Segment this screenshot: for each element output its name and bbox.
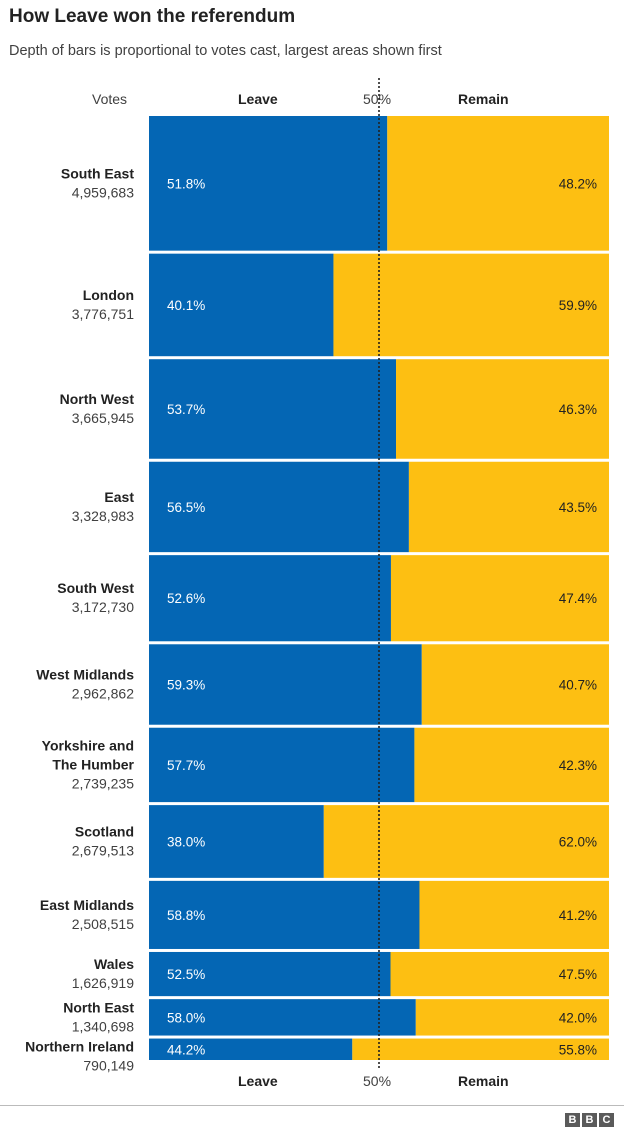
leave-value-label: 56.5%: [167, 500, 205, 515]
remain-bar: [396, 359, 609, 459]
leave-bar: [149, 999, 416, 1036]
leave-header-top: Leave: [238, 91, 278, 107]
region-label: The Humber: [52, 756, 134, 772]
votes-label: 1,626,919: [72, 975, 134, 991]
remain-value-label: 46.3%: [559, 402, 597, 417]
leave-value-label: 51.8%: [167, 176, 205, 191]
region-label: Yorkshire and: [42, 737, 134, 753]
leave-header-bottom: Leave: [238, 1073, 278, 1089]
leave-bar: [149, 880, 420, 949]
remain-value-label: 59.9%: [559, 298, 597, 313]
leave-bar: [149, 951, 391, 997]
region-label: East: [104, 489, 134, 505]
leave-value-label: 52.6%: [167, 591, 205, 606]
leave-value-label: 40.1%: [167, 298, 205, 313]
leave-value-label: 52.5%: [167, 967, 205, 982]
remain-bar: [323, 805, 609, 878]
fifty-percent-header-top: 50%: [363, 91, 392, 107]
remain-bar: [415, 999, 609, 1036]
leave-value-label: 53.7%: [167, 402, 205, 417]
leave-value-label: 44.2%: [167, 1042, 205, 1057]
remain-value-label: 48.2%: [559, 176, 597, 191]
remain-bar: [419, 880, 609, 949]
region-label: East Midlands: [40, 897, 134, 913]
region-label: North West: [60, 391, 135, 407]
leave-value-label: 59.3%: [167, 678, 205, 693]
remain-bar: [387, 116, 609, 251]
leave-value-label: 58.8%: [167, 908, 205, 923]
votes-column-header: Votes: [92, 91, 128, 107]
votes-label: 2,962,862: [72, 686, 134, 702]
remain-bar: [408, 461, 609, 553]
bbc-logo-letter: B: [565, 1113, 580, 1127]
leave-bar: [149, 805, 324, 878]
votes-label: 3,665,945: [72, 410, 134, 426]
remain-value-label: 43.5%: [559, 500, 597, 515]
leave-value-label: 58.0%: [167, 1010, 205, 1025]
bbc-logo-letter: C: [599, 1113, 614, 1127]
region-label: London: [83, 287, 134, 303]
leave-bar: [149, 644, 422, 725]
votes-label: 3,172,730: [72, 599, 134, 615]
leave-bar: [149, 253, 334, 357]
leave-bar: [149, 555, 391, 642]
votes-label: 1,340,698: [72, 1018, 134, 1034]
remain-value-label: 41.2%: [559, 908, 597, 923]
remain-value-label: 47.5%: [559, 967, 597, 982]
region-label: Scotland: [75, 823, 134, 839]
remain-value-label: 42.0%: [559, 1010, 597, 1025]
remain-bar: [352, 1038, 609, 1060]
region-label: North East: [63, 999, 134, 1015]
remain-value-label: 62.0%: [559, 834, 597, 849]
votes-label: 4,959,683: [72, 184, 134, 200]
remain-bar: [390, 555, 609, 642]
region-label: Northern Ireland: [25, 1039, 134, 1055]
bbc-logo-letter: B: [582, 1113, 597, 1127]
votes-label: 3,328,983: [72, 508, 134, 524]
chart-title: How Leave won the referendum: [9, 6, 296, 27]
remain-header-bottom: Remain: [458, 1073, 509, 1089]
remain-value-label: 55.8%: [559, 1042, 597, 1057]
remain-header-top: Remain: [458, 91, 509, 107]
votes-label: 2,508,515: [72, 916, 134, 932]
remain-bar: [414, 727, 609, 803]
leave-value-label: 57.7%: [167, 758, 205, 773]
region-label: Wales: [94, 956, 134, 972]
region-label: South West: [57, 580, 134, 596]
remain-value-label: 40.7%: [559, 678, 597, 693]
remain-value-label: 42.3%: [559, 758, 597, 773]
region-label: West Midlands: [36, 667, 134, 683]
leave-bar: [149, 461, 409, 553]
fifty-percent-header-bottom: 50%: [363, 1073, 392, 1089]
region-label: South East: [61, 165, 134, 181]
remain-value-label: 47.4%: [559, 591, 597, 606]
remain-bar: [390, 951, 609, 997]
footer-divider: [0, 1105, 624, 1106]
chart-subtitle: Depth of bars is proportional to votes c…: [9, 43, 442, 59]
votes-label: 3,776,751: [72, 306, 134, 322]
bbc-logo: B B C: [565, 1113, 614, 1127]
leave-value-label: 38.0%: [167, 834, 205, 849]
votes-label: 2,679,513: [72, 842, 134, 858]
votes-label: 790,149: [83, 1058, 134, 1074]
leave-bar: [149, 727, 415, 803]
leave-bar: [149, 116, 388, 251]
leave-bar: [149, 1038, 353, 1060]
votes-label: 2,739,235: [72, 775, 134, 791]
leave-bar: [149, 359, 397, 459]
remain-bar: [421, 644, 609, 725]
